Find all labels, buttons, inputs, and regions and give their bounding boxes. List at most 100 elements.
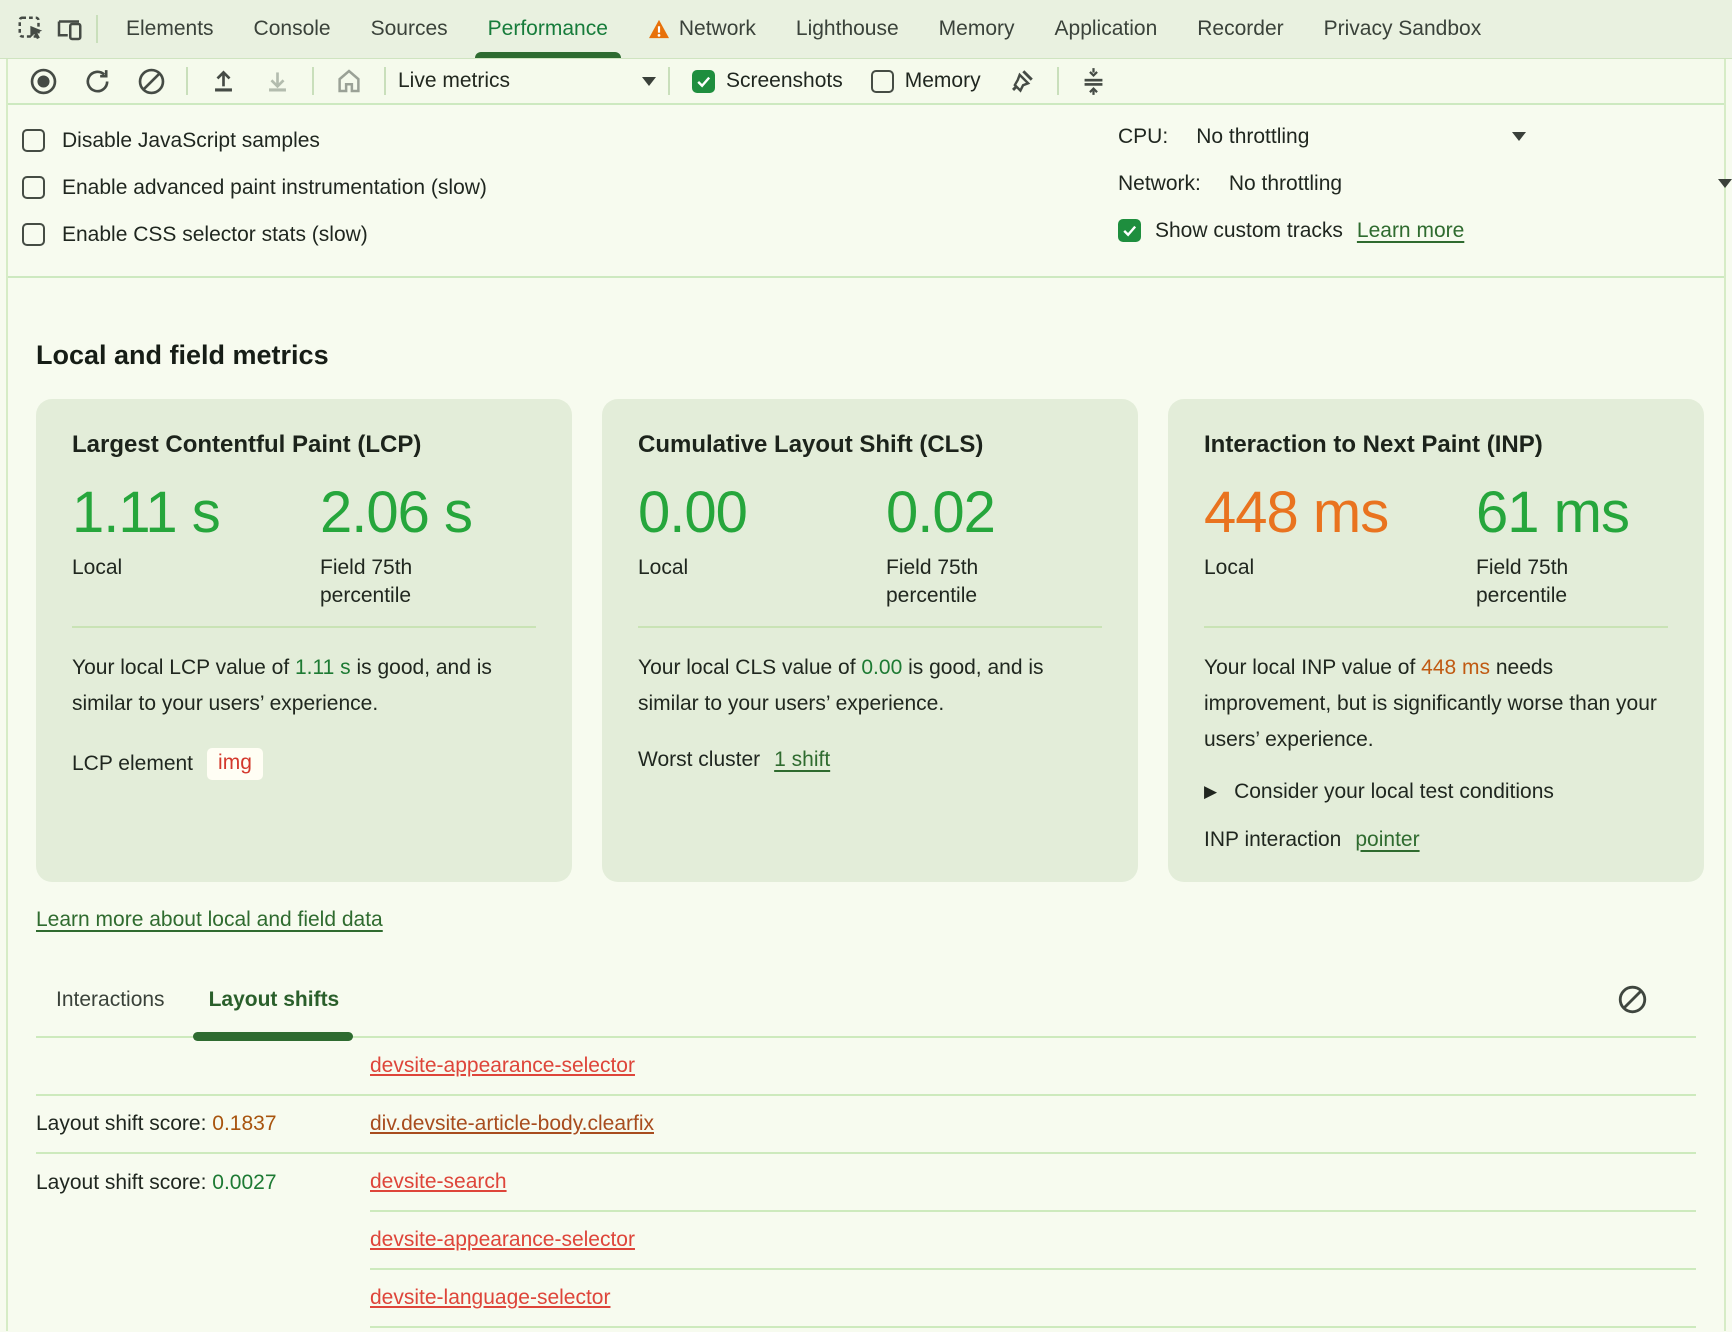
css-selector-stats-checkbox[interactable]: Enable CSS selector stats (slow)	[22, 211, 1724, 258]
cpu-throttling-row: CPU: No throttling	[1118, 113, 1724, 160]
clear-log-button[interactable]	[1614, 982, 1650, 1018]
shift-element-link[interactable]: devsite-appearance-selector	[370, 1227, 635, 1251]
checkbox-unchecked-icon	[22, 223, 45, 246]
chevron-down-icon[interactable]	[1718, 179, 1732, 195]
layout-shift-row[interactable]: devsite-appearance-selector	[36, 1038, 1696, 1096]
lcp-description: Your local LCP value of 1.11 s is good, …	[72, 655, 492, 715]
device-toolbar-icon	[54, 14, 84, 44]
inp-field-value: 61 ms	[1476, 480, 1630, 545]
lcp-element-label: LCP element	[72, 751, 194, 775]
score-value: 0.0027	[212, 1170, 277, 1194]
clear-button[interactable]	[135, 65, 167, 97]
tab-recorder[interactable]: Recorder	[1197, 17, 1284, 40]
tab-lighthouse[interactable]: Lighthouse	[795, 17, 899, 40]
inp-interaction-label: INP interaction	[1204, 827, 1342, 851]
advanced-paint-instrumentation-checkbox[interactable]: Enable advanced paint instrumentation (s…	[22, 164, 1724, 211]
memory-checkbox[interactable]: Memory	[870, 69, 981, 93]
lcp-inline-value: 1.11 s	[294, 655, 351, 679]
shift-element-link[interactable]: devsite-language-selector	[370, 1285, 611, 1309]
reload-record-button[interactable]	[81, 65, 113, 97]
log-tabs: Interactions Layout shifts	[36, 987, 1696, 1041]
upload-profile-button[interactable]	[207, 65, 239, 97]
network-throttling-select[interactable]: No throttling	[1228, 171, 1343, 195]
tab-layout-shifts[interactable]: Layout shifts	[192, 988, 353, 1041]
layout-shift-row[interactable]: devsite-language-selector	[36, 1270, 1696, 1328]
tab-interactions[interactable]: Interactions	[56, 987, 165, 1011]
devtools-tabbar: Elements Console Sources Performance Net…	[0, 0, 1732, 59]
inp-card: Interaction to Next Paint (INP) 448 ms L…	[1168, 399, 1704, 882]
network-throttling-row: Network: No throttling	[1118, 160, 1732, 207]
tab-application[interactable]: Application	[1054, 17, 1158, 40]
performance-panel: Live metrics Screenshots Memory Disable …	[6, 59, 1732, 1332]
cpu-throttling-select[interactable]: No throttling	[1196, 124, 1310, 148]
inp-description: Your local INP value of 448 ms needs imp…	[1204, 655, 1657, 751]
home-button[interactable]	[333, 65, 365, 97]
cls-field-label: Field 75th percentile	[886, 555, 979, 607]
lcp-element-chip[interactable]: img	[207, 747, 263, 780]
divider	[186, 67, 188, 95]
layout-shift-row[interactable]: devsite-appearance-selector	[36, 1212, 1696, 1270]
chevron-down-icon	[642, 76, 656, 93]
inspect-element-button[interactable]	[12, 10, 50, 48]
score-label: Layout shift score:	[36, 1111, 213, 1135]
divider	[72, 625, 536, 628]
worst-cluster-link[interactable]: 1 shift	[774, 747, 831, 771]
shift-element-link[interactable]: devsite-appearance-selector	[370, 1053, 635, 1077]
disable-js-samples-checkbox[interactable]: Disable JavaScript samples	[22, 117, 1724, 164]
local-test-conditions-disclosure[interactable]: ▶ Consider your local test conditions	[1204, 779, 1554, 803]
screenshots-checkbox[interactable]: Screenshots	[692, 69, 843, 93]
checkbox-unchecked-icon	[22, 176, 45, 199]
record-button[interactable]	[27, 65, 59, 97]
checkbox-checked-icon	[692, 69, 715, 93]
lcp-field-label: Field 75th percentile	[320, 555, 413, 607]
tab-network[interactable]: Network	[628, 0, 776, 58]
shift-element-link[interactable]: div.devsite-article-body.clearfix	[370, 1111, 654, 1135]
custom-tracks-row: Show custom tracks Learn more	[1118, 207, 1724, 254]
divider	[96, 15, 98, 43]
throttling-controls: CPU: No throttling Network: No throttlin…	[1118, 113, 1732, 254]
warning-icon	[648, 19, 670, 39]
collect-garbage-button[interactable]	[1006, 65, 1038, 97]
learn-more-field-data-link[interactable]: Learn more about local and field data	[36, 907, 383, 931]
lcp-field-value: 2.06 s	[320, 480, 473, 545]
tab-elements[interactable]: Elements	[126, 17, 214, 40]
inspect-icon	[16, 14, 46, 44]
inp-interaction-link[interactable]: pointer	[1355, 827, 1420, 851]
layout-shift-row[interactable]: div.devsite-floating-action-buttons	[36, 1328, 1696, 1332]
page-title: Local and field metrics	[36, 340, 329, 370]
show-custom-tracks-checkbox[interactable]	[1118, 219, 1141, 242]
metric-cards: Largest Contentful Paint (LCP) 1.11 s Lo…	[36, 399, 1704, 882]
show-custom-tracks-label: Show custom tracks	[1155, 218, 1343, 242]
lcp-card: Largest Contentful Paint (LCP) 1.11 s Lo…	[36, 399, 572, 882]
worst-cluster-label: Worst cluster	[638, 747, 761, 771]
cls-field-value: 0.02	[886, 480, 996, 545]
download-profile-button[interactable]	[261, 65, 293, 97]
tab-memory[interactable]: Memory	[938, 17, 1015, 40]
inp-card-title: Interaction to Next Paint (INP)	[1204, 431, 1543, 458]
divider	[668, 67, 670, 95]
cls-inline-value: 0.00	[861, 655, 903, 679]
cls-card-title: Cumulative Layout Shift (CLS)	[638, 431, 984, 458]
lcp-local-label: Local	[72, 555, 123, 579]
custom-tracks-learn-more-link[interactable]: Learn more	[1356, 218, 1465, 242]
collapse-metrics-button[interactable]	[1078, 65, 1110, 97]
layout-shift-row[interactable]: Layout shift score: 0.0027 devsite-searc…	[36, 1154, 1696, 1212]
layout-shift-row[interactable]: Layout shift score: 0.1837 div.devsite-a…	[36, 1096, 1696, 1154]
divider	[384, 67, 386, 95]
device-toolbar-button[interactable]	[50, 10, 88, 48]
tab-sources[interactable]: Sources	[370, 17, 448, 40]
cls-local-label: Local	[638, 555, 689, 579]
tab-console[interactable]: Console	[253, 17, 331, 40]
inp-local-label: Local	[1204, 555, 1255, 579]
cpu-label: CPU:	[1118, 124, 1169, 148]
live-metrics-log: Interactions Layout shifts devsite-appea…	[36, 986, 1696, 1332]
network-label: Network:	[1118, 171, 1201, 195]
live-metrics-view: Local and field metrics Largest Contentf…	[8, 340, 1724, 1332]
tab-privacy-sandbox[interactable]: Privacy Sandbox	[1323, 17, 1482, 40]
shift-element-link[interactable]: devsite-search	[370, 1169, 507, 1193]
tab-performance[interactable]: Performance	[468, 0, 628, 58]
live-metrics-dropdown[interactable]: Live metrics	[398, 69, 656, 93]
divider	[1056, 67, 1059, 95]
chevron-down-icon[interactable]	[1512, 132, 1526, 148]
cls-description: Your local CLS value of 0.00 is good, an…	[638, 655, 1044, 715]
